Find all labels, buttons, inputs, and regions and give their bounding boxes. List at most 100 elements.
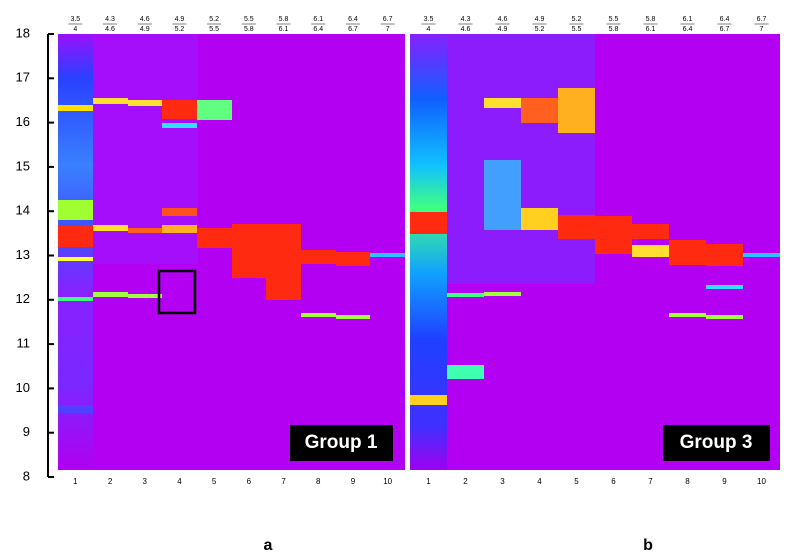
lane-label-bottom: 4.9 <box>498 26 508 33</box>
band <box>162 208 197 216</box>
band <box>197 228 232 248</box>
band <box>93 98 128 104</box>
lane-label-bottom: 5.2 <box>175 26 185 33</box>
lane-label-bottom: 5.8 <box>609 26 619 33</box>
y-tick-label: 8 <box>23 468 30 483</box>
lane-number: 3 <box>500 477 505 486</box>
band <box>558 215 595 239</box>
y-tick-label: 9 <box>23 424 30 439</box>
y-tick-label: 12 <box>16 291 30 306</box>
lane-label-top: 5.2 <box>209 16 219 23</box>
lane-label-top: 6.1 <box>683 16 693 23</box>
lane-number: 6 <box>247 477 252 486</box>
lane-label-bottom: 7 <box>386 26 390 33</box>
band <box>706 315 743 319</box>
lane-label-top: 5.5 <box>609 16 619 23</box>
band <box>301 313 336 317</box>
lane-label-bottom: 6.7 <box>348 26 358 33</box>
band <box>521 208 558 230</box>
lane-number: 3 <box>143 477 148 486</box>
lane-number: 5 <box>574 477 579 486</box>
highlight-box <box>157 269 197 315</box>
y-tick-label: 17 <box>16 70 30 85</box>
lane-label-top: 4.6 <box>498 16 508 23</box>
lane-label-bottom: 5.8 <box>244 26 254 33</box>
lane-label-bottom: 5.5 <box>209 26 219 33</box>
lane-label-bottom: 4.9 <box>140 26 150 33</box>
band <box>632 245 669 257</box>
lane-label-top: 6.4 <box>348 16 358 23</box>
panel-label: b <box>643 537 653 554</box>
band <box>410 212 447 234</box>
panel-a <box>58 34 405 470</box>
lane-number: 2 <box>463 477 468 486</box>
panel-b <box>410 34 780 470</box>
band <box>162 225 197 233</box>
lane-label-bottom: 6.4 <box>683 26 693 33</box>
lane-label-bottom: 6.1 <box>646 26 656 33</box>
lane-label-top: 4.3 <box>105 16 115 23</box>
lane-number: 4 <box>177 477 182 486</box>
band <box>58 226 93 247</box>
band <box>93 225 128 231</box>
y-tick-label: 15 <box>16 158 30 173</box>
band <box>162 123 197 128</box>
lane-number: 9 <box>351 477 356 486</box>
lane-label-top: 4.9 <box>535 16 545 23</box>
band <box>58 405 93 413</box>
lane-label-top: 3.5 <box>70 16 80 23</box>
band <box>484 292 521 296</box>
lane-label-top: 6.7 <box>383 16 393 23</box>
band <box>266 224 301 300</box>
lane-number: 7 <box>281 477 286 486</box>
band <box>58 297 93 301</box>
band <box>58 105 93 111</box>
band <box>447 34 595 284</box>
band <box>669 313 706 317</box>
band <box>128 100 162 106</box>
group-box <box>663 425 770 461</box>
band <box>632 224 669 239</box>
y-tick-label: 11 <box>17 336 31 351</box>
lane-label-top: 4.6 <box>140 16 150 23</box>
band <box>595 216 632 254</box>
lane-label-top: 6.7 <box>757 16 767 23</box>
lane-label-top: 5.8 <box>279 16 289 23</box>
band <box>301 250 336 264</box>
lane-number: 2 <box>108 477 113 486</box>
lane-label-top: 3.5 <box>424 16 434 23</box>
group-box <box>290 425 393 461</box>
lane-label-top: 4.3 <box>461 16 471 23</box>
band <box>58 257 93 261</box>
lane-label-top: 6.4 <box>720 16 730 23</box>
band <box>558 88 595 133</box>
band <box>669 240 706 265</box>
band <box>128 294 162 298</box>
band <box>447 293 484 297</box>
lane-label-bottom: 4.6 <box>105 26 115 33</box>
lane-label-bottom: 6.4 <box>313 26 323 33</box>
lane-number: 4 <box>537 477 542 486</box>
band <box>336 252 370 266</box>
band <box>128 228 162 233</box>
lane-number: 10 <box>383 477 392 486</box>
lane-number: 8 <box>316 477 321 486</box>
band <box>162 100 197 119</box>
lane-number: 10 <box>757 477 766 486</box>
band <box>58 200 93 220</box>
band <box>484 160 521 230</box>
band <box>447 365 484 379</box>
lane-number: 1 <box>73 477 78 486</box>
group-label: Group 3 <box>680 432 753 453</box>
band <box>197 100 232 120</box>
lane-label-bottom: 6.1 <box>279 26 289 33</box>
lane-label-bottom: 4 <box>73 26 77 33</box>
band <box>706 244 743 266</box>
lane-number: 5 <box>212 477 217 486</box>
lane-label-top: 5.8 <box>646 16 656 23</box>
band <box>743 253 780 257</box>
band <box>336 315 370 319</box>
lane-number: 7 <box>648 477 653 486</box>
lane-number: 1 <box>426 477 431 486</box>
y-tick-label: 13 <box>16 247 30 262</box>
